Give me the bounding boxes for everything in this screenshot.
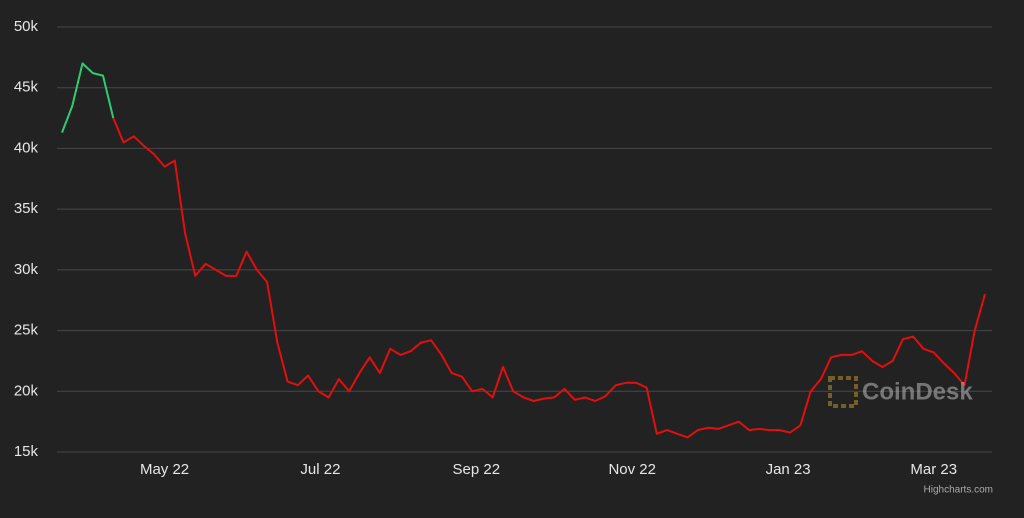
x-tick-label: May 22 <box>140 461 189 478</box>
y-tick-label: 15k <box>14 443 39 460</box>
y-tick-label: 25k <box>14 322 39 339</box>
x-tick-label: Jan 23 <box>766 461 811 478</box>
x-tick-label: Sep 22 <box>453 461 501 478</box>
y-tick-label: 50k <box>14 18 39 35</box>
watermark-icon <box>828 376 858 408</box>
price-line <box>61 62 115 133</box>
x-tick-label: Mar 23 <box>910 461 957 478</box>
price-line <box>112 117 986 439</box>
x-tick-label: Nov 22 <box>608 461 656 478</box>
y-tick-label: 30k <box>14 261 39 278</box>
credits: Highcharts.com <box>924 485 993 496</box>
watermark: CoinDesk <box>828 376 973 408</box>
y-tick-label: 40k <box>14 139 39 156</box>
y-tick-label: 35k <box>14 200 39 217</box>
watermark-text: CoinDesk <box>862 378 973 405</box>
y-tick-label: 20k <box>14 382 39 399</box>
x-tick-label: Jul 22 <box>300 461 340 478</box>
y-tick-label: 45k <box>14 79 39 96</box>
